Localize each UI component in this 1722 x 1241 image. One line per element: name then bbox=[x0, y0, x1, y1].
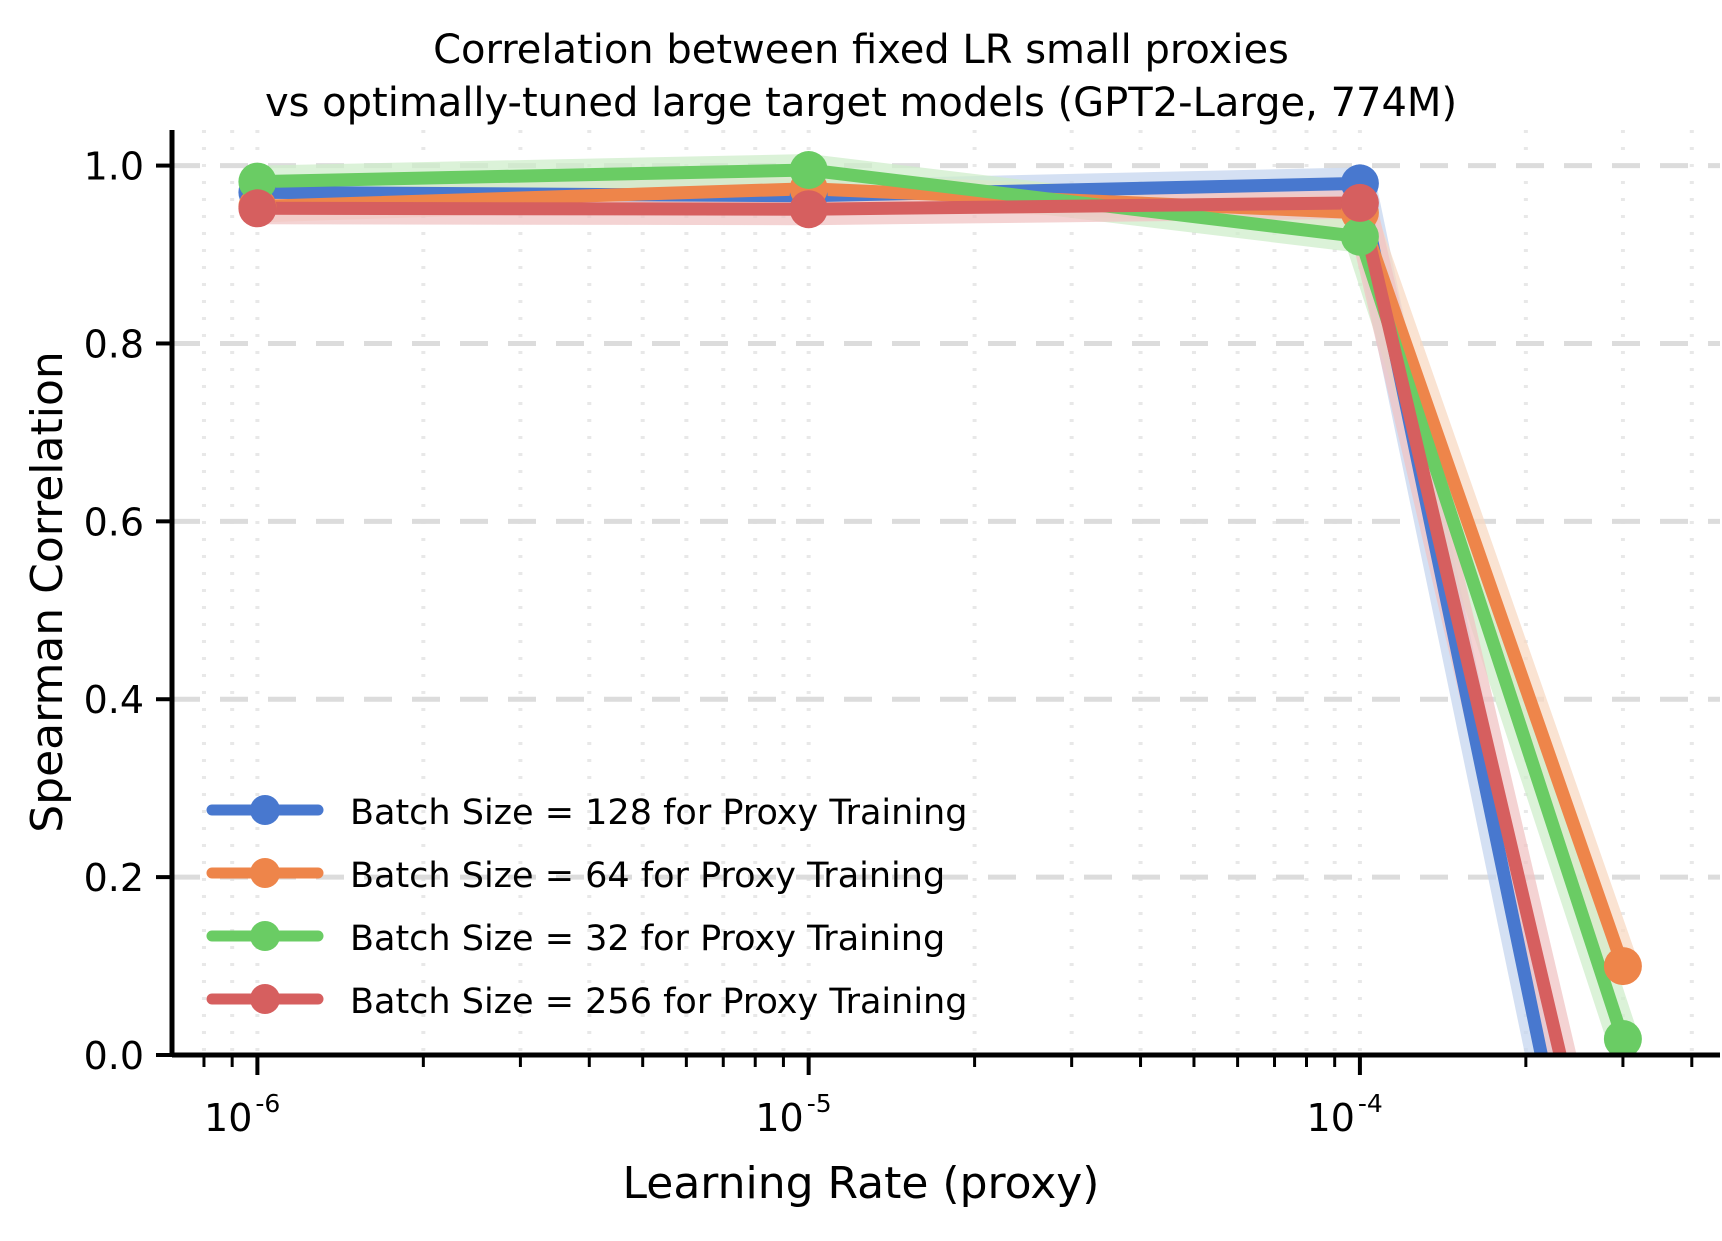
series-marker bbox=[1340, 183, 1379, 222]
chart-title-line-2: vs optimally-tuned large target models (… bbox=[265, 80, 1457, 126]
x-tick-label: 10 -4 bbox=[1307, 1089, 1383, 1140]
legend-label: Batch Size = 32 for Proxy Training bbox=[350, 919, 945, 959]
legend-marker-swatch bbox=[250, 984, 280, 1014]
series-marker bbox=[238, 162, 277, 201]
series-marker bbox=[789, 151, 828, 189]
x-tick-label-base: 10 bbox=[204, 1096, 252, 1140]
x-tick-label-base: 10 bbox=[755, 1096, 803, 1140]
chart-legend[interactable]: Batch Size = 128 for Proxy Training Batch… bbox=[206, 793, 967, 1022]
series-marker bbox=[238, 189, 277, 228]
legend-item[interactable]: Batch Size = 32 for Proxy Training bbox=[206, 919, 945, 959]
chart-title-line-1: Correlation between fixed LR small proxi… bbox=[433, 27, 1289, 73]
series-marker bbox=[1603, 1020, 1642, 1055]
series-marker bbox=[1603, 947, 1642, 986]
series-marker bbox=[1340, 217, 1379, 256]
y-tick-label: 0.6 bbox=[84, 500, 144, 544]
x-tick-labels: 10 -6 10 -5 10 -4 bbox=[204, 1089, 1383, 1140]
data-series-group bbox=[238, 151, 1642, 1055]
y-axis-label: Spearman Correlation bbox=[22, 351, 73, 833]
legend-item[interactable]: Batch Size = 256 for Proxy Training bbox=[206, 982, 967, 1022]
x-tick-label-exponent: -6 bbox=[255, 1089, 280, 1118]
legend-label: Batch Size = 128 for Proxy Training bbox=[350, 793, 967, 833]
series-line bbox=[250, 196, 1567, 1055]
legend-item[interactable]: Batch Size = 64 for Proxy Training bbox=[206, 856, 945, 896]
y-tick-label: 0.2 bbox=[84, 856, 144, 900]
x-tick-label-exponent: -4 bbox=[1358, 1089, 1383, 1118]
y-tick-label: 0.4 bbox=[84, 678, 144, 722]
legend-marker-swatch bbox=[250, 921, 280, 951]
y-tick-label: 0.8 bbox=[84, 323, 144, 367]
y-tick-labels: 0.0 0.2 0.4 0.6 0.8 1.0 bbox=[84, 145, 144, 1078]
x-tick-label-exponent: -5 bbox=[807, 1089, 832, 1118]
series-marker bbox=[789, 190, 828, 229]
x-axis-label: Learning Rate (proxy) bbox=[623, 1158, 1100, 1209]
axis-ticks bbox=[156, 163, 1694, 1075]
y-tick-label: 0.0 bbox=[84, 1034, 144, 1078]
legend-marker-swatch bbox=[250, 795, 280, 825]
x-tick-label: 10 -5 bbox=[755, 1089, 831, 1140]
x-tick-label-base: 10 bbox=[1307, 1096, 1355, 1140]
legend-marker-swatch bbox=[250, 858, 280, 888]
legend-label: Batch Size = 256 for Proxy Training bbox=[350, 982, 967, 1022]
y-tick-label: 1.0 bbox=[84, 145, 144, 189]
x-tick-label: 10 -6 bbox=[204, 1089, 280, 1140]
legend-label: Batch Size = 64 for Proxy Training bbox=[350, 856, 945, 896]
legend-item[interactable]: Batch Size = 128 for Proxy Training bbox=[206, 793, 967, 833]
